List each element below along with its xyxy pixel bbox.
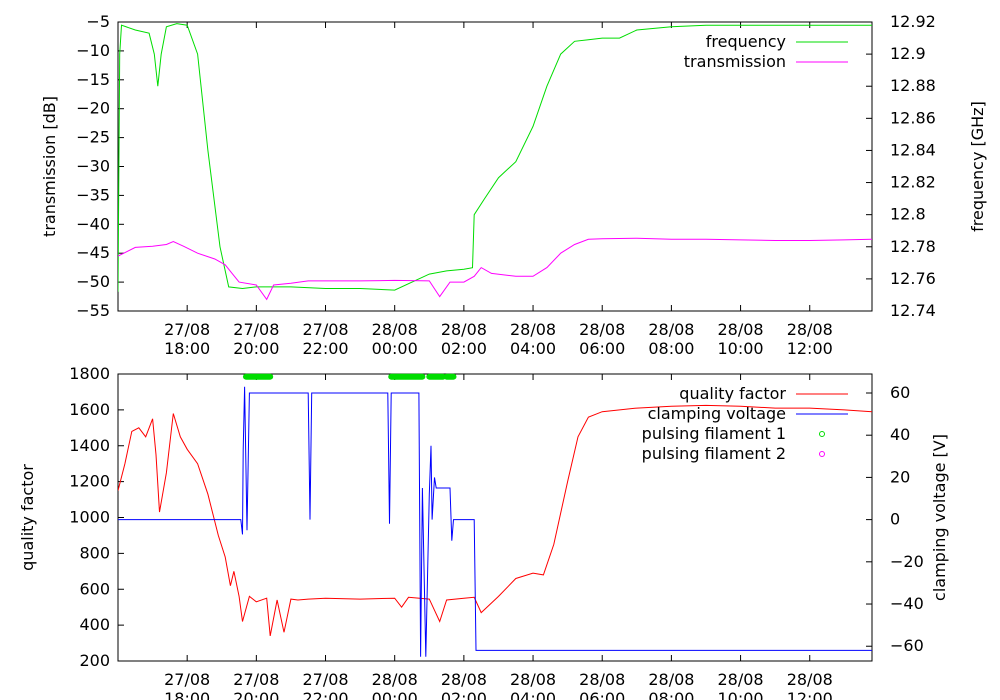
y-tick-label: −20 bbox=[76, 99, 110, 118]
legend-label: transmission bbox=[684, 52, 786, 71]
series-line-frequency bbox=[118, 23, 872, 292]
y2-tick-label: 12.88 bbox=[890, 76, 936, 95]
y2-tick-label: 20 bbox=[890, 467, 910, 486]
y-tick-label: −5 bbox=[86, 12, 110, 31]
y-tick-label: 1000 bbox=[69, 508, 110, 527]
x-tick-label: 06:00 bbox=[579, 339, 625, 358]
y2-tick-label: −60 bbox=[890, 636, 924, 655]
x-tick-label: 02:00 bbox=[441, 689, 487, 700]
x-tick-label: 20:00 bbox=[233, 339, 279, 358]
y2-tick-label: 40 bbox=[890, 425, 910, 444]
x-tick-label: 04:00 bbox=[510, 339, 556, 358]
x-tick-label: 08:00 bbox=[648, 339, 694, 358]
y-axis-label: transmission [dB] bbox=[40, 96, 59, 237]
y-tick-label: −50 bbox=[76, 272, 110, 291]
y-tick-label: −55 bbox=[76, 301, 110, 320]
legend-label: quality factor bbox=[679, 384, 786, 403]
x-tick-label: 28/08 bbox=[372, 670, 418, 689]
x-tick-label: 28/08 bbox=[718, 670, 764, 689]
y-tick-label: −35 bbox=[76, 185, 110, 204]
y2-tick-label: −40 bbox=[890, 594, 924, 613]
y-tick-label: −10 bbox=[76, 41, 110, 60]
y-tick-label: 1800 bbox=[69, 364, 110, 383]
y-tick-label: −40 bbox=[76, 214, 110, 233]
y-axis-label: quality factor bbox=[18, 464, 37, 571]
x-tick-label: 28/08 bbox=[372, 320, 418, 339]
y2-axis-label: clamping voltage [V] bbox=[930, 434, 949, 601]
x-tick-label: 18:00 bbox=[164, 689, 210, 700]
y2-tick-label: 12.92 bbox=[890, 12, 936, 31]
x-tick-label: 28/08 bbox=[441, 320, 487, 339]
y2-axis-label: frequency [GHz] bbox=[968, 101, 987, 232]
y2-tick-label: −20 bbox=[890, 552, 924, 571]
x-tick-label: 27/08 bbox=[164, 320, 210, 339]
x-tick-label: 28/08 bbox=[648, 320, 694, 339]
y-tick-label: −30 bbox=[76, 157, 110, 176]
legend-label: pulsing filament 2 bbox=[642, 444, 786, 463]
x-tick-label: 18:00 bbox=[164, 339, 210, 358]
legend-label: frequency bbox=[706, 32, 786, 51]
x-tick-label: 28/08 bbox=[718, 320, 764, 339]
transmission-frequency-panel: 27/0818:0027/0820:0027/0822:0028/0800:00… bbox=[40, 12, 987, 358]
y-tick-label: 800 bbox=[79, 543, 110, 562]
y2-tick-label: 60 bbox=[890, 383, 910, 402]
quality-clamping-panel: 27/0818:0027/0820:0027/0822:0028/0800:00… bbox=[18, 364, 949, 700]
y-tick-label: −25 bbox=[76, 128, 110, 147]
x-tick-label: 00:00 bbox=[372, 689, 418, 700]
y-tick-label: 200 bbox=[79, 651, 110, 670]
y-tick-label: 400 bbox=[79, 615, 110, 634]
series-line-transmission bbox=[118, 237, 872, 301]
series-line-clamping-voltage bbox=[118, 386, 872, 657]
y2-tick-label: 12.76 bbox=[890, 269, 936, 288]
y2-tick-label: 0 bbox=[890, 510, 900, 529]
y2-tick-label: 12.78 bbox=[890, 237, 936, 256]
y-tick-label: 600 bbox=[79, 579, 110, 598]
y-tick-label: 1400 bbox=[69, 436, 110, 455]
x-tick-label: 28/08 bbox=[579, 320, 625, 339]
x-tick-label: 20:00 bbox=[233, 689, 279, 700]
y2-tick-label: 12.86 bbox=[890, 108, 936, 127]
x-tick-label: 28/08 bbox=[787, 320, 833, 339]
y-tick-label: 1200 bbox=[69, 472, 110, 491]
y2-tick-label: 12.82 bbox=[890, 173, 936, 192]
x-tick-label: 28/08 bbox=[648, 670, 694, 689]
x-tick-label: 28/08 bbox=[510, 320, 556, 339]
x-tick-label: 28/08 bbox=[510, 670, 556, 689]
x-tick-label: 12:00 bbox=[787, 689, 833, 700]
x-tick-label: 22:00 bbox=[302, 689, 348, 700]
x-tick-label: 22:00 bbox=[302, 339, 348, 358]
y2-tick-label: 12.8 bbox=[890, 205, 926, 224]
x-tick-label: 04:00 bbox=[510, 689, 556, 700]
legend-label: pulsing filament 1 bbox=[642, 424, 786, 443]
x-tick-label: 27/08 bbox=[233, 320, 279, 339]
x-tick-label: 10:00 bbox=[718, 689, 764, 700]
x-tick-label: 12:00 bbox=[787, 339, 833, 358]
y2-tick-label: 12.84 bbox=[890, 140, 936, 159]
x-tick-label: 10:00 bbox=[718, 339, 764, 358]
x-tick-label: 28/08 bbox=[787, 670, 833, 689]
x-tick-label: 06:00 bbox=[579, 689, 625, 700]
x-tick-label: 00:00 bbox=[372, 339, 418, 358]
x-tick-label: 27/08 bbox=[164, 670, 210, 689]
y-tick-label: −45 bbox=[76, 243, 110, 262]
y2-tick-label: 12.74 bbox=[890, 301, 936, 320]
y-tick-label: 1600 bbox=[69, 400, 110, 419]
x-tick-label: 27/08 bbox=[302, 320, 348, 339]
x-tick-label: 28/08 bbox=[579, 670, 625, 689]
y2-tick-label: 12.9 bbox=[890, 44, 926, 63]
x-tick-label: 27/08 bbox=[302, 670, 348, 689]
x-tick-label: 02:00 bbox=[441, 339, 487, 358]
x-tick-label: 28/08 bbox=[441, 670, 487, 689]
y-tick-label: −15 bbox=[76, 70, 110, 89]
x-tick-label: 27/08 bbox=[233, 670, 279, 689]
series-line-quality-factor bbox=[118, 404, 872, 636]
x-tick-label: 08:00 bbox=[648, 689, 694, 700]
legend-marker bbox=[819, 431, 825, 437]
legend-marker bbox=[819, 451, 825, 457]
legend-label: clamping voltage bbox=[648, 404, 786, 423]
